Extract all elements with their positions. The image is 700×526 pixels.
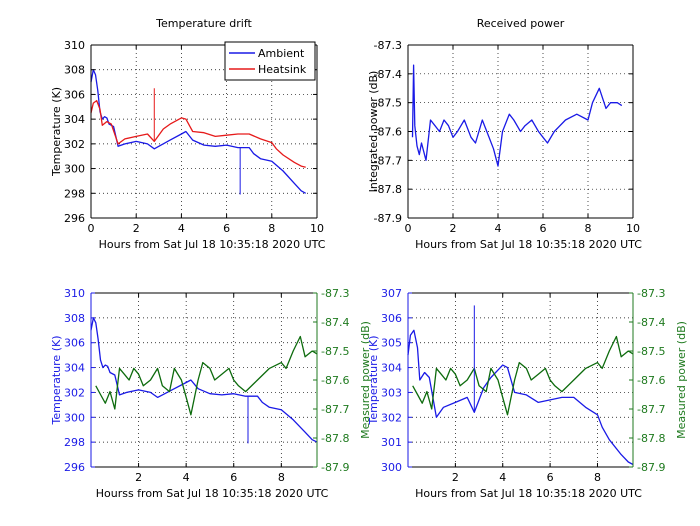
y-axis-label: Temperature (K) [367,336,380,426]
x-axis-label: Hours from Sat Jul 18 10:35:18 2020 UTC [99,238,326,251]
y-tick-label: 304 [64,113,85,126]
y-tick-label: 296 [64,212,85,225]
x-tick-label: 4 [495,222,502,235]
y-tick-label: 304 [381,362,402,375]
y-tick-label: 302 [381,411,402,424]
y-tick-label: 300 [64,163,85,176]
y-tick-label: 310 [64,287,85,300]
series-line-heatsink [90,99,306,168]
y-tick-label: -87.9 [374,212,402,225]
y-tick-label-right: -87.8 [637,432,665,445]
x-tick-label: 2 [450,222,457,235]
x-tick-label: 10 [626,222,640,235]
y-axis-label: Integrated power (dB) [367,71,380,193]
y-tick-label: 301 [381,436,402,449]
y-tick-label-right: -87.9 [321,461,349,474]
y-tick-label-right: -87.4 [321,316,349,329]
y-tick-label-right: -87.7 [637,403,665,416]
y-axis-label: Temperature (K) [50,87,63,177]
y-tick-label: -87.7 [374,154,402,167]
y-tick-label-right: -87.6 [321,374,349,387]
x-tick-label: 4 [178,222,185,235]
x-tick-label: 0 [88,222,95,235]
y-tick-label: 306 [381,312,402,325]
x-tick-label: 10 [310,222,324,235]
series-line-2 [95,335,318,416]
chart-legend: Ambient Heatsink [224,41,316,81]
x-tick-label: 8 [594,471,601,484]
x-tick-label: 8 [278,471,285,484]
y-axis-label-right: Measured power (dB) [359,321,372,439]
y-tick-label: -87.8 [374,183,402,196]
x-tick-label: 4 [499,471,506,484]
y-tick-label: 305 [381,337,402,350]
y-tick-label-right: -87.6 [637,374,665,387]
y-tick-label: -87.4 [374,68,402,81]
y-tick-label: 300 [381,461,402,474]
series-line-2 [412,335,634,416]
y-tick-label-right: -87.3 [321,287,349,300]
x-tick-label: 6 [540,222,547,235]
y-tick-label-right: -87.8 [321,432,349,445]
series-line-1 [407,329,634,466]
y-tick-label-right: -87.4 [637,316,665,329]
legend-box [224,41,316,81]
y-tick-label-right: -87.7 [321,403,349,416]
x-tick-label: 0 [405,222,412,235]
y-axis-label: Temperature (K) [50,336,63,426]
y-tick-label: 307 [381,287,402,300]
x-tick-label: 2 [133,222,140,235]
x-tick-label: 6 [547,471,554,484]
x-axis-label: Hours from Sat Jul 18 10:35:18 2020 UTC [415,487,642,500]
chart-panel-2: 0 2 4 6 8 10 -87.3 -87.4 -87.5 -87.6 -87.7 -87.8 -87… [367,17,642,251]
x-tick-label: 6 [223,222,230,235]
x-tick-label: 2 [135,471,142,484]
x-tick-label: 8 [268,222,275,235]
y-tick-label: 302 [64,138,85,151]
series-line-ambient [90,69,307,194]
x-axis-label: Hours from Sat Jul 18 10:35:18 2020 UTC [415,238,642,251]
y-tick-label: 308 [64,64,85,77]
legend-label: Ambient [258,47,305,60]
y-tick-label: -87.5 [374,97,402,110]
grid-lines [408,293,633,467]
y-tick-label: 298 [64,436,85,449]
y-tick-label-right: -87.9 [637,461,665,474]
y-tick-label: 304 [64,362,85,375]
y-tick-label: 306 [64,88,85,101]
chart-title: Received power [477,17,565,30]
x-tick-label: 8 [585,222,592,235]
y-tick-label: 310 [64,39,85,52]
x-tick-label: 2 [452,471,459,484]
y-tick-label: 306 [64,337,85,350]
y-tick-label: 300 [64,411,85,424]
y-tick-label: 308 [64,312,85,325]
chart-panel-3: 2 4 6 8 296 298 300 302 304 306 308 310 -87.3 -87.4 -8… [50,287,372,500]
chart-title: Temperature drift [155,17,252,30]
y-tick-label-right: -87.5 [321,345,349,358]
y-tick-label: -87.6 [374,126,402,139]
y-tick-label: 296 [64,461,85,474]
grid-lines [91,293,317,467]
chart-panel-1: 0 2 4 6 8 10 296 298 300 302 304 306 308 310 Temperatu… [50,17,326,251]
x-tick-label: 4 [183,471,190,484]
x-tick-label: 6 [230,471,237,484]
y-tick-label: 302 [64,386,85,399]
y-tick-label-right: -87.3 [637,287,665,300]
chart-panel-4: 2 4 6 8 300 301 302 303 304 305 306 307 -87.3 -87.4 -8… [367,287,688,500]
y-tick-label: 298 [64,187,85,200]
y-tick-label: -87.3 [374,39,402,52]
y-tick-label-right: -87.5 [637,345,665,358]
y-tick-label: 303 [381,386,402,399]
x-axis-label: Hourss from Sat Jul 18 10:35:18 2020 UTC [96,487,329,500]
legend-label: Heatsink [258,63,307,76]
series-line-1 [90,317,318,443]
y-axis-label-right: Measured power (dB) [675,321,688,439]
series-line-1 [411,64,623,167]
